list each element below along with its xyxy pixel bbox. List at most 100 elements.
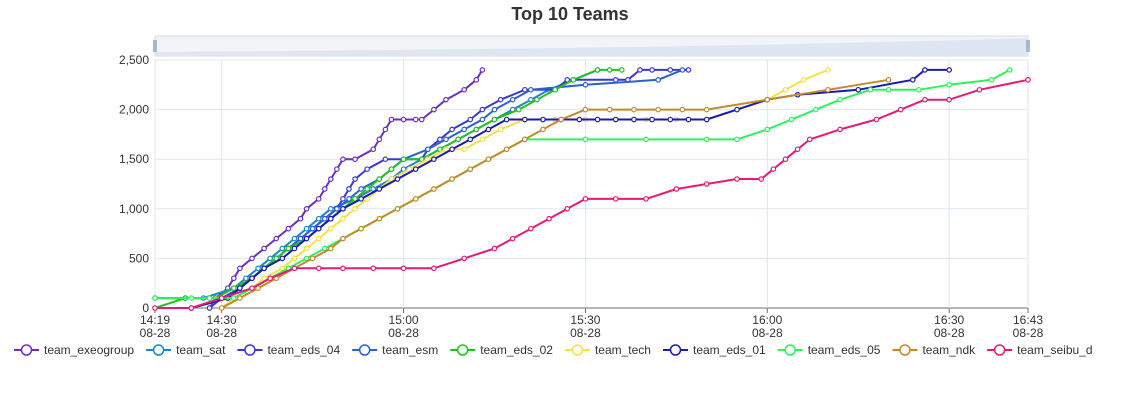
series-team-ndk[interactable] bbox=[218, 77, 892, 311]
data-point[interactable] bbox=[261, 245, 267, 252]
data-point[interactable] bbox=[315, 215, 322, 222]
data-point[interactable] bbox=[509, 96, 516, 103]
data-point[interactable] bbox=[431, 265, 437, 272]
data-point[interactable] bbox=[503, 146, 510, 153]
data-point[interactable] bbox=[467, 116, 474, 123]
data-point[interactable] bbox=[806, 136, 813, 143]
data-point[interactable] bbox=[897, 106, 904, 113]
data-point[interactable] bbox=[534, 96, 540, 103]
data-point[interactable] bbox=[679, 106, 686, 113]
data-point[interactable] bbox=[370, 265, 377, 272]
data-point[interactable] bbox=[885, 86, 892, 93]
data-point[interactable] bbox=[473, 77, 480, 83]
data-point[interactable] bbox=[528, 225, 534, 232]
data-point[interactable] bbox=[388, 116, 395, 123]
data-point[interactable] bbox=[910, 77, 916, 83]
data-point[interactable] bbox=[340, 206, 346, 212]
data-point[interactable] bbox=[467, 166, 474, 172]
data-point[interactable] bbox=[582, 136, 589, 143]
data-point[interactable] bbox=[649, 116, 655, 123]
data-point[interactable] bbox=[631, 106, 637, 113]
data-point[interactable] bbox=[946, 96, 952, 103]
data-point[interactable] bbox=[734, 176, 740, 182]
series-team-eds-02[interactable] bbox=[152, 67, 625, 311]
data-point[interactable] bbox=[655, 77, 661, 83]
data-point[interactable] bbox=[479, 116, 486, 123]
data-point[interactable] bbox=[946, 67, 952, 73]
data-point[interactable] bbox=[922, 96, 928, 103]
data-point[interactable] bbox=[328, 245, 334, 252]
data-point[interactable] bbox=[412, 166, 419, 172]
data-point[interactable] bbox=[497, 126, 504, 133]
data-point[interactable] bbox=[528, 86, 534, 93]
data-point[interactable] bbox=[206, 295, 213, 301]
data-point[interactable] bbox=[540, 116, 546, 123]
data-point[interactable] bbox=[285, 245, 292, 252]
data-point[interactable] bbox=[382, 156, 389, 163]
data-point[interactable] bbox=[152, 305, 158, 311]
series-team-esm[interactable] bbox=[188, 67, 686, 311]
data-point[interactable] bbox=[582, 106, 589, 113]
data-point[interactable] bbox=[1025, 77, 1031, 83]
data-point[interactable] bbox=[431, 106, 437, 113]
data-point[interactable] bbox=[461, 126, 467, 133]
data-point[interactable] bbox=[358, 225, 364, 232]
data-point[interactable] bbox=[449, 126, 455, 133]
data-point[interactable] bbox=[364, 166, 370, 172]
data-point[interactable] bbox=[473, 126, 480, 133]
data-point[interactable] bbox=[394, 206, 401, 212]
data-point[interactable] bbox=[885, 77, 892, 83]
data-point[interactable] bbox=[643, 136, 649, 143]
data-point[interactable] bbox=[321, 186, 328, 192]
series-team-exeogroup[interactable] bbox=[206, 67, 486, 311]
data-point[interactable] bbox=[594, 116, 601, 123]
data-point[interactable] bbox=[837, 126, 843, 133]
data-point[interactable] bbox=[503, 116, 510, 123]
data-point[interactable] bbox=[594, 67, 601, 73]
data-point[interactable] bbox=[540, 126, 546, 133]
data-point[interactable] bbox=[376, 215, 383, 222]
data-point[interactable] bbox=[988, 77, 995, 83]
data-point[interactable] bbox=[279, 255, 286, 262]
data-point[interactable] bbox=[218, 305, 225, 311]
data-point[interactable] bbox=[400, 116, 407, 123]
data-zoom-slider[interactable] bbox=[153, 35, 1030, 57]
data-point[interactable] bbox=[552, 86, 558, 93]
data-point[interactable] bbox=[237, 285, 243, 291]
data-point[interactable] bbox=[582, 82, 589, 88]
data-point[interactable] bbox=[782, 86, 789, 93]
data-point[interactable] bbox=[340, 265, 346, 272]
data-point[interactable] bbox=[303, 235, 310, 242]
data-point[interactable] bbox=[673, 186, 680, 192]
data-point[interactable] bbox=[522, 86, 528, 93]
series-team-eds-05[interactable] bbox=[152, 67, 1013, 301]
data-point[interactable] bbox=[328, 206, 334, 212]
data-point[interactable] bbox=[485, 156, 492, 163]
data-point[interactable] bbox=[249, 285, 255, 291]
data-point[interactable] bbox=[382, 126, 389, 133]
data-point[interactable] bbox=[315, 225, 322, 232]
data-point[interactable] bbox=[273, 235, 280, 242]
data-point[interactable] bbox=[267, 255, 273, 262]
data-point[interactable] bbox=[837, 96, 843, 103]
data-point[interactable] bbox=[612, 77, 619, 83]
data-zoom-handle-right[interactable] bbox=[1026, 40, 1030, 52]
data-point[interactable] bbox=[491, 245, 498, 252]
series-team-eds-01[interactable] bbox=[188, 67, 952, 311]
data-point[interactable] bbox=[703, 181, 710, 187]
data-point[interactable] bbox=[800, 77, 807, 83]
data-point[interactable] bbox=[461, 146, 467, 153]
data-point[interactable] bbox=[297, 215, 304, 222]
data-point[interactable] bbox=[352, 156, 358, 163]
data-point[interactable] bbox=[376, 136, 383, 143]
data-point[interactable] bbox=[394, 176, 401, 182]
data-point[interactable] bbox=[315, 235, 322, 242]
data-point[interactable] bbox=[328, 176, 334, 182]
data-point[interactable] bbox=[328, 225, 334, 232]
data-point[interactable] bbox=[685, 67, 692, 73]
data-point[interactable] bbox=[679, 67, 686, 73]
data-point[interactable] bbox=[606, 67, 613, 73]
data-point[interactable] bbox=[631, 116, 637, 123]
data-point[interactable] bbox=[400, 265, 407, 272]
legend-item-team-sat[interactable]: team_sat bbox=[146, 343, 226, 357]
